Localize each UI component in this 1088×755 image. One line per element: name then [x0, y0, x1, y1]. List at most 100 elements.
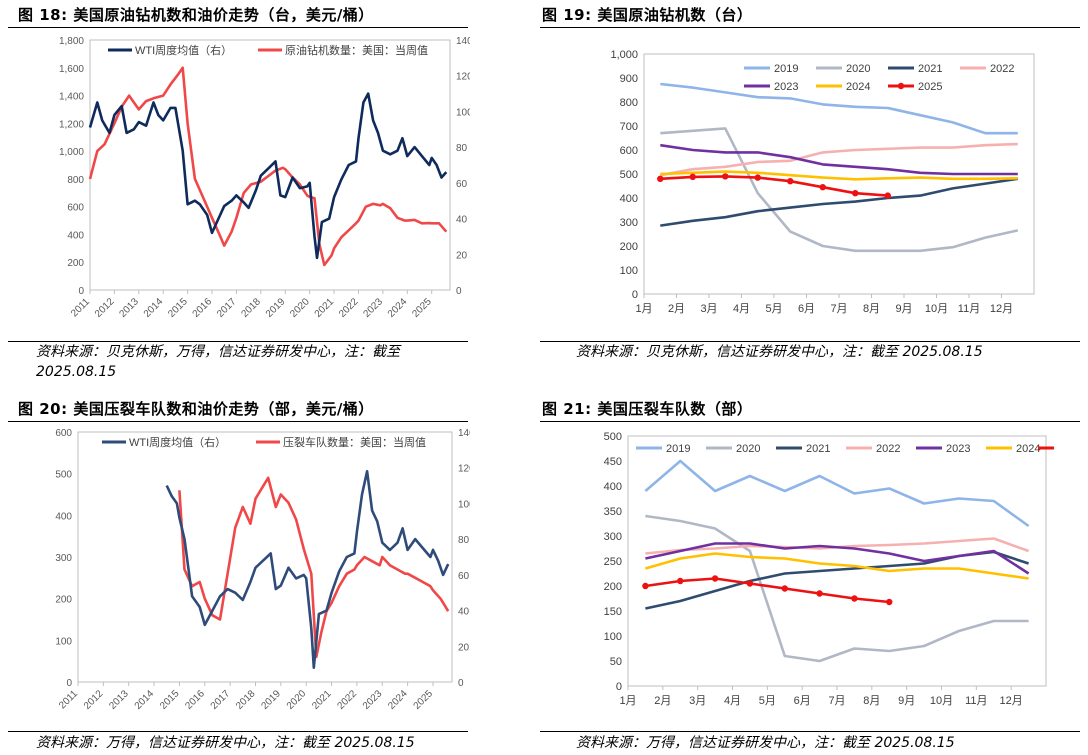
- figure-19-top-rule: [540, 27, 1080, 28]
- x-tick-label: 6月: [794, 695, 811, 707]
- legend-label: 2020: [846, 63, 870, 75]
- right-y-tick-label: 60: [458, 571, 470, 582]
- figure-21-title: 图 21: 美国压裂车队数（部）: [542, 400, 753, 418]
- right-y-tick-label: 20: [458, 642, 470, 653]
- figure-20-top-rule: [8, 421, 468, 422]
- figure-21-bottom-rule: [540, 731, 1080, 732]
- y-tick-label: 300: [604, 531, 622, 543]
- plot-area: [89, 39, 451, 291]
- point-2025: [754, 174, 761, 181]
- legend-label: 2022: [990, 63, 1014, 75]
- y-tick-label: 350: [604, 506, 622, 518]
- x-tick-label: 7月: [828, 695, 845, 707]
- x-tick-label: 2017: [209, 688, 233, 712]
- right-y-tick-label: 140: [456, 36, 470, 47]
- x-tick-label: 2015: [158, 688, 182, 712]
- y-tick-label: 100: [620, 265, 638, 277]
- x-tick-label: 9月: [898, 695, 915, 707]
- x-tick-label: 2015: [166, 296, 190, 320]
- x-tick-label: 5月: [759, 695, 776, 707]
- y-tick-label: 400: [604, 481, 622, 493]
- series-line-2022: [660, 142, 1018, 177]
- figure-20-source: 资料来源：万得，信达证券研发中心，注：截至 2025.08.15: [36, 735, 415, 751]
- point-2025: [886, 598, 893, 606]
- left-y-tick-label: 500: [55, 470, 72, 481]
- figure-19-title: 图 19: 美国原油钻机数（台）: [542, 6, 753, 24]
- figure-21-source: 资料来源：万得，信达证券研发中心，注：截至 2025.08.15: [576, 735, 955, 751]
- legend-label: 2019: [666, 443, 690, 455]
- x-tick-label: 12月: [1000, 695, 1023, 707]
- figure-18-chart: 02004006008001,0001,2001,4001,6001,80002…: [59, 36, 470, 320]
- right-y-tick-label: 120: [456, 72, 470, 83]
- point-2025: [746, 580, 754, 587]
- x-tick-label: 2019: [259, 688, 283, 712]
- y-tick-label: 100: [604, 631, 622, 643]
- x-tick-label: 2024: [386, 688, 410, 712]
- x-tick-label: 2017: [215, 296, 239, 320]
- right-y-tick-label: 100: [458, 499, 470, 510]
- figure-18-source: 资料来源：贝克休斯，万得，信达证券研发中心，注：截至: [36, 344, 400, 360]
- series-line-2021: [660, 177, 1018, 227]
- x-tick-label: 2019: [264, 296, 288, 320]
- left-y-tick-label: 1,600: [59, 64, 84, 75]
- left-y-tick-label: 400: [67, 230, 84, 241]
- x-tick-label: 6月: [798, 303, 815, 315]
- left-y-tick-label: 0: [66, 678, 72, 689]
- x-tick-label: 2020: [288, 296, 312, 320]
- y-tick-label: 200: [604, 581, 622, 593]
- right-y-tick-label: 120: [458, 464, 470, 475]
- point-2025: [819, 184, 826, 191]
- right-y-tick-label: 40: [458, 607, 470, 618]
- legend-label: 原油钻机数量：美国：当周值: [285, 43, 428, 57]
- point-2025: [722, 173, 729, 180]
- wti-line: [88, 92, 448, 260]
- legend-label: 2024: [1016, 443, 1040, 455]
- figure-21-top-rule: [540, 421, 1080, 422]
- x-tick-label: 11月: [965, 695, 987, 707]
- x-tick-label: 2022: [337, 296, 361, 320]
- x-tick-label: 2013: [117, 296, 141, 320]
- x-tick-label: 12月: [990, 303, 1013, 315]
- x-tick-label: 7月: [830, 303, 847, 315]
- x-tick-label: 2021: [310, 688, 334, 712]
- y-tick-label: 150: [604, 606, 622, 618]
- point-2025: [689, 173, 696, 181]
- y-tick-label: 0: [616, 681, 622, 693]
- left-y-tick-label: 200: [55, 595, 72, 606]
- legend-label: 2025: [918, 81, 942, 93]
- x-tick-label: 4月: [724, 695, 741, 707]
- left-y-tick-label: 300: [55, 553, 72, 564]
- x-tick-label: 2011: [57, 688, 80, 711]
- series-line-2020: [660, 127, 1019, 253]
- point-2025: [657, 175, 664, 182]
- legend-label: WTI周度均值（右）: [135, 43, 232, 57]
- series-line-2020: [645, 514, 1029, 663]
- y-tick-label: 700: [620, 121, 638, 133]
- series-line-2023: [645, 542, 1030, 575]
- right-y-tick-label: 80: [458, 535, 470, 546]
- x-tick-label: 2014: [133, 688, 157, 712]
- x-tick-label: 2023: [361, 296, 385, 320]
- x-tick-label: 2月: [654, 695, 671, 707]
- x-tick-label: 2025: [412, 688, 436, 712]
- right-y-tick-label: 60: [456, 179, 468, 190]
- x-tick-label: 2011: [69, 296, 92, 319]
- y-tick-label: 500: [604, 431, 622, 443]
- left-y-tick-label: 0: [78, 286, 84, 297]
- y-tick-label: 900: [620, 73, 638, 85]
- legend-label: 2023: [946, 443, 970, 455]
- series-line-2019: [644, 459, 1030, 528]
- series-line-2024: [645, 552, 1029, 580]
- x-tick-label: 10月: [925, 303, 948, 315]
- x-tick-label: 2021: [313, 296, 337, 320]
- left-y-tick-label: 1,000: [59, 147, 84, 158]
- left-y-tick-label: 1,400: [59, 92, 84, 103]
- legend-label: WTI周度均值（右）: [129, 435, 226, 449]
- point-2025: [816, 590, 823, 597]
- right-y-tick-label: 100: [456, 107, 470, 118]
- plot-area: [627, 435, 1047, 687]
- figure-20-bottom-rule: [8, 731, 468, 732]
- figure-19-chart: 0 100 200 300 400 500 600 700 800 900 1,000 1月 2月 3月 4…: [610, 49, 1035, 315]
- x-tick-label: 1月: [635, 303, 652, 315]
- left-y-tick-label: 800: [67, 175, 84, 186]
